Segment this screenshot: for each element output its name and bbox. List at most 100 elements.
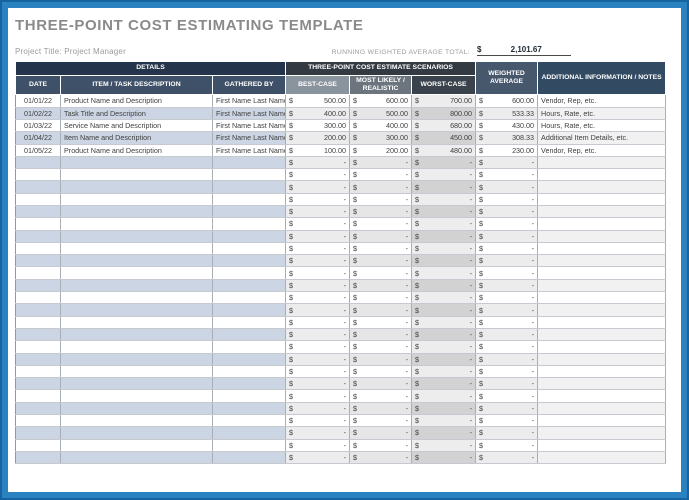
cell-notes[interactable]: Vendor, Rep, etc. bbox=[537, 94, 667, 108]
cell-best-case[interactable]: $ - bbox=[285, 340, 351, 354]
cell-best-case[interactable]: $ - bbox=[285, 217, 351, 231]
cell-date[interactable] bbox=[15, 205, 61, 219]
cell-notes[interactable] bbox=[537, 414, 667, 428]
cell-worst-case[interactable]: $ - bbox=[411, 279, 477, 293]
cell-best-case[interactable]: $ - bbox=[285, 205, 351, 219]
cell-weighted-average[interactable]: $ - bbox=[475, 328, 539, 342]
cell-best-case[interactable]: $ - bbox=[285, 279, 351, 293]
cell-best-case[interactable]: $ - bbox=[285, 328, 351, 342]
cell-weighted-average[interactable]: $ - bbox=[475, 266, 539, 280]
cell-best-case[interactable]: $ - bbox=[285, 303, 351, 317]
cell-date[interactable] bbox=[15, 180, 61, 194]
cell-weighted-average[interactable]: $ - bbox=[475, 414, 539, 428]
cell-item-description[interactable] bbox=[60, 426, 213, 440]
cell-gathered-by[interactable] bbox=[212, 353, 287, 366]
cell-worst-case[interactable]: $ - bbox=[411, 217, 477, 231]
cell-worst-case[interactable]: $ - bbox=[411, 340, 477, 354]
cell-worst-case[interactable]: $ - bbox=[411, 266, 477, 280]
cell-gathered-by[interactable] bbox=[212, 230, 287, 243]
cell-notes[interactable] bbox=[537, 266, 667, 280]
cell-notes[interactable] bbox=[537, 193, 667, 206]
cell-notes[interactable] bbox=[537, 156, 667, 170]
cell-most-likely[interactable]: $ - bbox=[349, 414, 413, 428]
cell-weighted-average[interactable]: $ - bbox=[475, 230, 539, 243]
cell-date[interactable]: 01/04/22 bbox=[15, 131, 61, 145]
cell-gathered-by[interactable] bbox=[212, 242, 287, 256]
cell-most-likely[interactable]: $ - bbox=[349, 180, 413, 194]
cell-date[interactable] bbox=[15, 168, 61, 182]
cell-notes[interactable]: Vendor, Rep, etc. bbox=[537, 144, 667, 157]
cell-most-likely[interactable]: $ - bbox=[349, 291, 413, 305]
cell-date[interactable] bbox=[15, 266, 61, 280]
cell-weighted-average[interactable]: $430.00 bbox=[475, 119, 539, 133]
running-total-value-cell[interactable]: $ 2,101.67 bbox=[477, 45, 571, 56]
cell-best-case[interactable]: $ - bbox=[285, 266, 351, 280]
cell-notes[interactable] bbox=[537, 168, 667, 182]
cell-best-case[interactable]: $ - bbox=[285, 389, 351, 403]
cell-gathered-by[interactable] bbox=[212, 316, 287, 329]
cell-date[interactable] bbox=[15, 193, 61, 206]
cell-gathered-by[interactable] bbox=[212, 266, 287, 280]
cell-weighted-average[interactable]: $ - bbox=[475, 156, 539, 170]
cell-weighted-average[interactable]: $ - bbox=[475, 365, 539, 379]
cell-best-case[interactable]: $ - bbox=[285, 414, 351, 428]
cell-best-case[interactable]: $300.00 bbox=[285, 119, 351, 133]
cell-notes[interactable]: Hours, Rate, etc. bbox=[537, 119, 667, 133]
cell-gathered-by[interactable] bbox=[212, 205, 287, 219]
cell-date[interactable] bbox=[15, 303, 61, 317]
cell-weighted-average[interactable]: $230.00 bbox=[475, 144, 539, 157]
cell-gathered-by[interactable] bbox=[212, 217, 287, 231]
cell-best-case[interactable]: $ - bbox=[285, 426, 351, 440]
cell-worst-case[interactable]: $ - bbox=[411, 389, 477, 403]
cell-notes[interactable] bbox=[537, 389, 667, 403]
cell-weighted-average[interactable]: $ - bbox=[475, 389, 539, 403]
cell-best-case[interactable]: $ - bbox=[285, 242, 351, 256]
cell-worst-case[interactable]: $ - bbox=[411, 414, 477, 428]
cell-notes[interactable] bbox=[537, 353, 667, 366]
cell-gathered-by[interactable] bbox=[212, 389, 287, 403]
cell-best-case[interactable]: $ - bbox=[285, 168, 351, 182]
cell-most-likely[interactable]: $ - bbox=[349, 242, 413, 256]
cell-worst-case[interactable]: $ - bbox=[411, 291, 477, 305]
cell-date[interactable] bbox=[15, 316, 61, 329]
cell-item-description[interactable] bbox=[60, 316, 213, 329]
cell-most-likely[interactable]: $ - bbox=[349, 266, 413, 280]
cell-notes[interactable] bbox=[537, 402, 667, 416]
cell-most-likely[interactable]: $ - bbox=[349, 230, 413, 243]
cell-notes[interactable] bbox=[537, 180, 667, 194]
cell-date[interactable] bbox=[15, 414, 61, 428]
cell-worst-case[interactable]: $680.00 bbox=[411, 119, 477, 133]
cell-most-likely[interactable]: $ - bbox=[349, 168, 413, 182]
cell-gathered-by[interactable] bbox=[212, 365, 287, 379]
cell-item-description[interactable] bbox=[60, 291, 213, 305]
cell-gathered-by[interactable]: First Name Last Name bbox=[212, 119, 287, 133]
cell-item-description[interactable]: Item Name and Description bbox=[60, 131, 213, 145]
cell-date[interactable] bbox=[15, 402, 61, 416]
cell-notes[interactable] bbox=[537, 205, 667, 219]
cell-date[interactable] bbox=[15, 439, 61, 452]
cell-most-likely[interactable]: $ - bbox=[349, 426, 413, 440]
cell-date[interactable] bbox=[15, 451, 61, 465]
cell-item-description[interactable] bbox=[60, 266, 213, 280]
cell-most-likely[interactable]: $300.00 bbox=[349, 131, 413, 145]
cell-gathered-by[interactable] bbox=[212, 439, 287, 452]
cell-date[interactable] bbox=[15, 340, 61, 354]
cell-weighted-average[interactable]: $ - bbox=[475, 451, 539, 465]
cell-worst-case[interactable]: $ - bbox=[411, 168, 477, 182]
cell-item-description[interactable]: Task Title and Description bbox=[60, 107, 213, 120]
cell-worst-case[interactable]: $ - bbox=[411, 205, 477, 219]
cell-best-case[interactable]: $ - bbox=[285, 156, 351, 170]
cell-most-likely[interactable]: $500.00 bbox=[349, 107, 413, 120]
cell-item-description[interactable] bbox=[60, 205, 213, 219]
cell-best-case[interactable]: $500.00 bbox=[285, 94, 351, 108]
cell-worst-case[interactable]: $450.00 bbox=[411, 131, 477, 145]
cell-weighted-average[interactable]: $ - bbox=[475, 303, 539, 317]
cell-item-description[interactable]: Service Name and Description bbox=[60, 119, 213, 133]
cell-date[interactable] bbox=[15, 242, 61, 256]
cell-date[interactable]: 01/02/22 bbox=[15, 107, 61, 120]
cell-most-likely[interactable]: $ - bbox=[349, 402, 413, 416]
cell-item-description[interactable] bbox=[60, 279, 213, 293]
cell-item-description[interactable] bbox=[60, 193, 213, 206]
cell-item-description[interactable] bbox=[60, 230, 213, 243]
cell-gathered-by[interactable] bbox=[212, 402, 287, 416]
